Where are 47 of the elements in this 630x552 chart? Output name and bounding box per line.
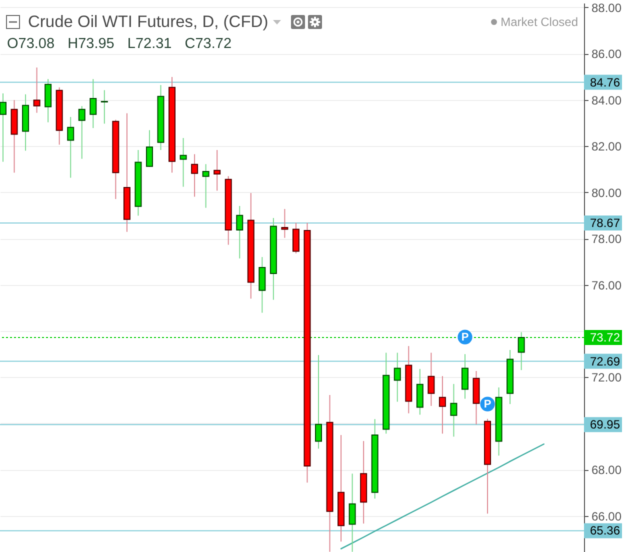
ref-line-label: 72.69 (590, 354, 620, 368)
line-series (340, 443, 545, 550)
text: Crude Oil WTI Futures, D, (CFD) (28, 13, 268, 31)
candlestick (67, 116, 74, 178)
candlestick (461, 354, 468, 400)
ref-line-label: 73.72 (590, 330, 620, 344)
candlestick (180, 137, 187, 188)
candlestick (236, 205, 244, 259)
candlestick (394, 352, 401, 402)
candlestick (33, 66, 40, 114)
y-tick-label: 82.00 (592, 140, 622, 154)
candlestick (428, 352, 435, 406)
candlestick (258, 256, 266, 314)
candlestick (348, 473, 356, 552)
y-tick-label: 88.00 (592, 0, 622, 15)
candlestick (416, 368, 424, 416)
candlestick (202, 164, 210, 208)
text: O73.08 H73.95 L72.31 C73.72 (7, 36, 232, 52)
ref-line-label: 84.76 (590, 75, 620, 90)
annotation: P (461, 332, 469, 344)
y-tick-label: 72.00 (592, 370, 622, 385)
ref-line-label: 65.36 (590, 524, 620, 538)
ref-line-label: 78.67 (590, 216, 620, 230)
candlestick (281, 208, 288, 238)
y-tick-label: 68.00 (592, 463, 622, 478)
candlestick (214, 150, 221, 192)
candlestick (90, 78, 97, 129)
candlestick (438, 376, 446, 434)
y-tick-label: 78.00 (592, 232, 622, 246)
y-tick-label: 86.00 (592, 47, 622, 62)
y-tick-label: 84.00 (592, 93, 622, 108)
candlestick (450, 383, 458, 438)
candlestick (0, 92, 6, 162)
candlestick (78, 106, 86, 160)
candlestick (191, 154, 198, 198)
annotation: Market Closed (500, 15, 578, 29)
ref-line-label: 69.95 (590, 418, 620, 432)
candlestick (518, 332, 525, 371)
candlestick (292, 222, 300, 254)
y-tick-label: 66.00 (592, 509, 622, 524)
candlestick (315, 354, 322, 450)
candlestick (100, 90, 108, 124)
candlestick (44, 78, 52, 123)
y-tick-label: 80.00 (592, 186, 622, 200)
annotation: P (484, 398, 492, 411)
y-tick-label: 76.00 (592, 278, 622, 292)
candlestick (146, 130, 153, 168)
